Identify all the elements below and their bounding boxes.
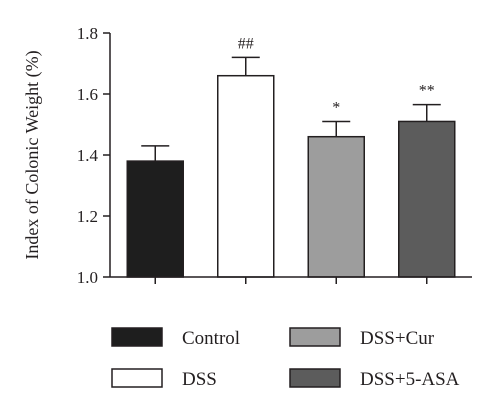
legend-swatch	[289, 368, 341, 388]
legend-swatch	[111, 327, 163, 347]
significance-mark: ##	[238, 35, 254, 52]
y-tick-label: 1.0	[77, 268, 98, 287]
legend-swatch	[111, 368, 163, 388]
x-axis-ticks	[154, 277, 428, 284]
y-tick-label: 1.2	[77, 207, 98, 226]
bar-dss	[217, 74, 275, 278]
y-axis-title: Index of Colonic Weight (%)	[22, 50, 43, 259]
bar-dss-cur	[307, 135, 365, 278]
legend: Control DSS DSS+Cur DSS+5-ASA	[111, 327, 460, 390]
error-bars	[141, 56, 441, 162]
significance-mark: **	[419, 83, 435, 100]
bars	[126, 74, 456, 278]
y-axis-ticks: 1.0 1.2 1.4 1.6 1.8	[77, 24, 110, 287]
bar-dss-5-asa	[398, 120, 456, 278]
legend-swatch	[289, 327, 341, 347]
y-tick-label: 1.4	[77, 146, 99, 165]
significance-annotations: ##***	[238, 35, 435, 116]
legend-label: DSS+5-ASA	[360, 369, 460, 390]
y-tick-label: 1.8	[77, 24, 98, 43]
legend-label: DSS+Cur	[360, 328, 435, 349]
significance-mark: *	[332, 99, 340, 116]
legend-label: DSS	[182, 369, 217, 390]
y-tick-label: 1.6	[77, 85, 98, 104]
bar-control	[126, 160, 184, 278]
legend-label: Control	[182, 328, 240, 349]
